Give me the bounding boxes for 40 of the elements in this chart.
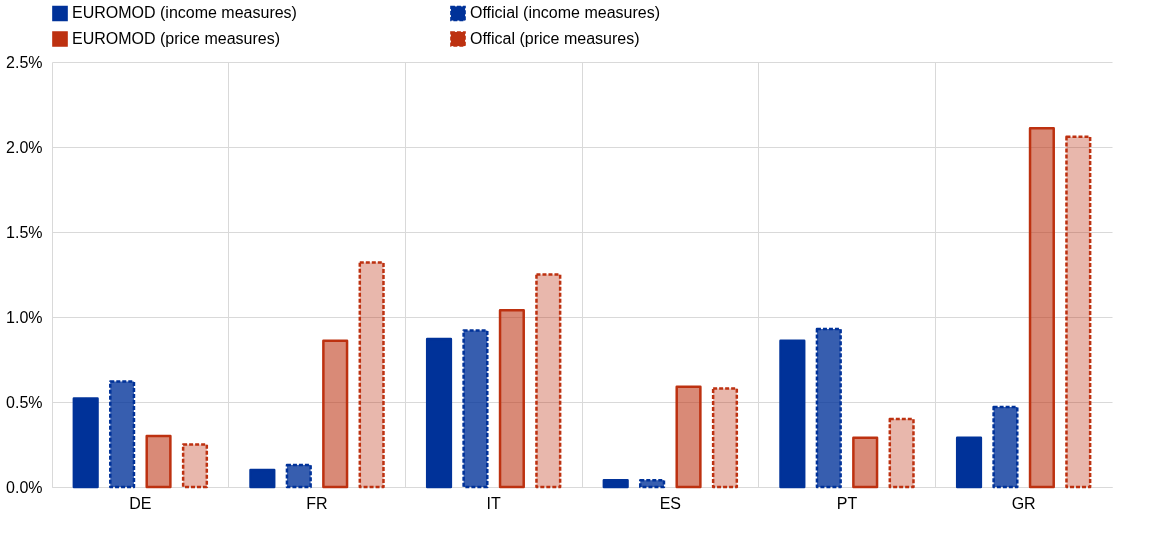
bar: [109, 380, 136, 489]
bar: [852, 436, 879, 489]
bar: [358, 261, 385, 489]
x-tick-label: FR: [306, 494, 328, 512]
legend-label: EUROMOD (income measures): [72, 4, 297, 22]
bar: [1028, 127, 1055, 489]
y-tick-label: 1.0%: [6, 308, 43, 326]
bar: [675, 385, 702, 489]
bar: [815, 327, 842, 489]
x-tick-label: ES: [659, 494, 682, 512]
bar: [602, 478, 629, 489]
bar: [779, 339, 806, 489]
bar: [1065, 135, 1092, 489]
x-tick-label: IT: [486, 494, 501, 512]
y-tick-label: 2.5%: [6, 53, 43, 71]
y-tick-label: 2.0%: [6, 138, 43, 156]
bar: [285, 463, 312, 489]
bar: [711, 387, 739, 489]
bar: [145, 434, 172, 489]
bar: [888, 417, 915, 489]
bar: [425, 337, 453, 489]
y-tick-label: 0.0%: [6, 478, 43, 496]
y-tick-label: 0.5%: [6, 393, 43, 411]
bar: [249, 468, 276, 489]
x-tick-label: PT: [836, 494, 858, 512]
bar: [992, 405, 1019, 489]
bar: [462, 329, 489, 489]
legend-label: Offical (price measures): [470, 30, 640, 47]
bar: [498, 308, 525, 489]
y-tick-label: 1.5%: [6, 223, 43, 241]
x-tick-label: GR: [1011, 494, 1036, 512]
bar: [535, 273, 562, 489]
legend-label: EUROMOD (price measures): [72, 30, 281, 47]
bar: [322, 339, 349, 489]
x-tick-label: DE: [129, 494, 152, 512]
bar: [181, 443, 209, 489]
legend-label: Official (income measures): [470, 4, 660, 22]
bar: [639, 478, 666, 489]
bar: [72, 397, 99, 489]
bar: [955, 436, 983, 489]
